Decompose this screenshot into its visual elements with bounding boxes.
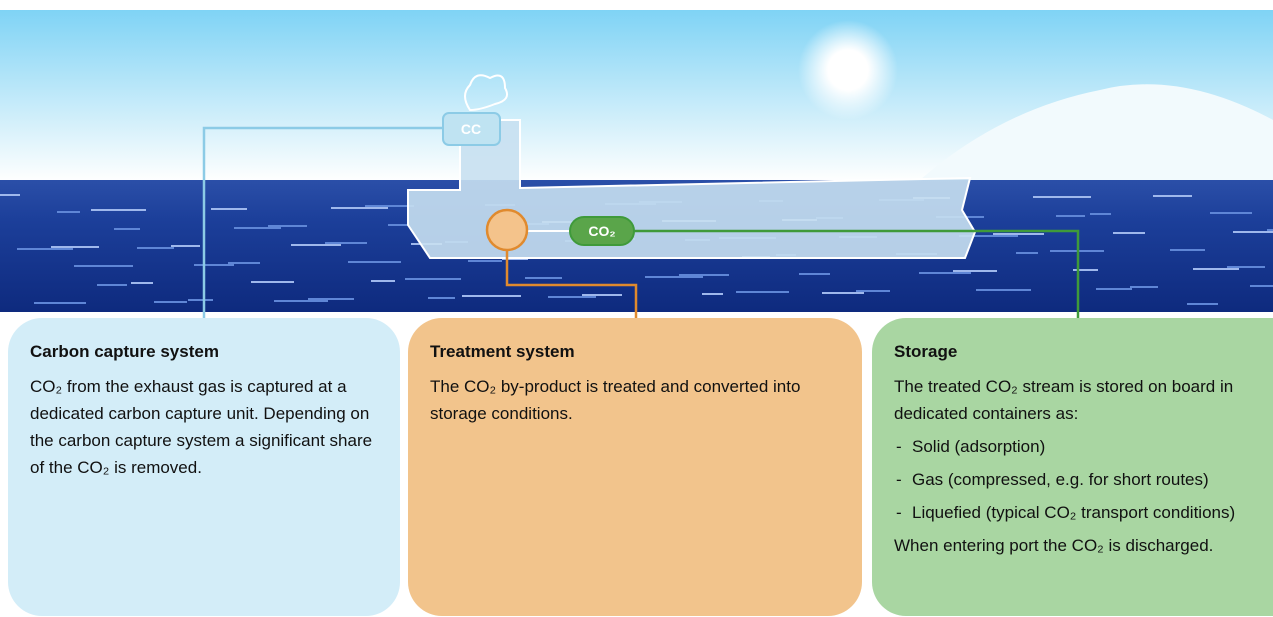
panel-text: When entering port the CO₂ is discharged… — [894, 532, 1251, 559]
panel-text: The treated CO₂ stream is stored on boar… — [894, 373, 1251, 427]
treatment-unit — [487, 210, 527, 250]
storage-panel: Storage The treated CO₂ stream is stored … — [872, 318, 1273, 616]
list-item: Solid (adsorption) — [894, 433, 1251, 460]
sun — [798, 20, 898, 120]
treatment-panel: Treatment system The CO₂ by-product is tr… — [408, 318, 862, 616]
storage-label: CO₂ — [588, 223, 615, 239]
list-item: Liquefied (typical CO₂ transport conditi… — [894, 499, 1251, 526]
panel-text: The CO₂ by-product is treated and conver… — [430, 373, 840, 427]
panel-title: Storage — [894, 338, 1251, 365]
illustration: CC CO₂ — [0, 0, 1273, 318]
panel-title: Carbon capture system — [30, 338, 378, 365]
panel-title: Treatment system — [430, 338, 840, 365]
capture-label: CC — [461, 121, 481, 137]
panel-text: CO₂ from the exhaust gas is captured at … — [30, 373, 378, 481]
capture-panel: Carbon capture system CO₂ from the exhaus… — [8, 318, 400, 616]
list-item: Gas (compressed, e.g. for short routes) — [894, 466, 1251, 493]
page: CC CO₂ Carbon capture system CO₂ from the… — [0, 0, 1273, 617]
panel-list: Solid (adsorption) Gas (compressed, e.g. … — [894, 433, 1251, 526]
